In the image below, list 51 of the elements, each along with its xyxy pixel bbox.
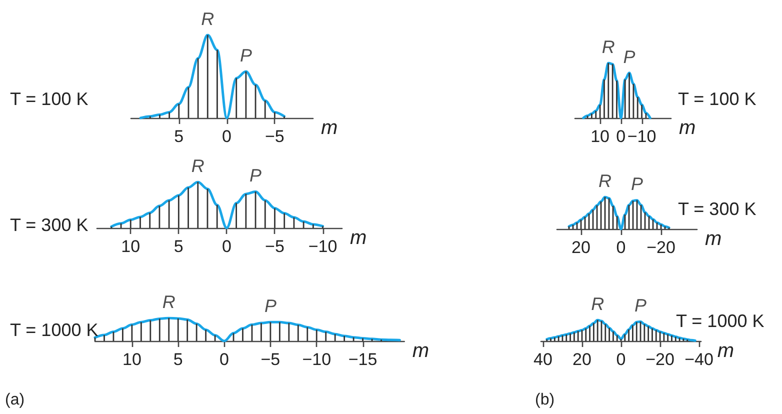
x-tick-label: −10 — [302, 350, 332, 369]
x-axis-title: m — [717, 340, 734, 362]
x-tick-label: −10 — [627, 127, 656, 146]
x-tick-label: 10 — [590, 127, 610, 146]
annotation: P — [264, 296, 276, 316]
annotation: R — [591, 294, 604, 314]
x-tick-label: 0 — [222, 127, 232, 146]
text: T = 300 K — [10, 215, 88, 235]
text: T = 100 K — [678, 89, 756, 109]
x-tick-label: 10 — [122, 350, 142, 369]
x-tick-label: −20 — [646, 350, 674, 369]
x-axis-title: m — [350, 227, 367, 249]
x-tick-label: 20 — [572, 350, 592, 369]
x-tick-label: 40 — [533, 350, 552, 369]
x-tick-label: −20 — [646, 238, 676, 257]
x-tick-label: −5 — [260, 350, 280, 369]
annotation: P — [634, 296, 647, 316]
x-tick-label: −5 — [265, 237, 284, 256]
x-tick-label: 0 — [616, 127, 626, 146]
x-tick-label: −10 — [308, 237, 338, 256]
text: (b) — [535, 392, 555, 408]
text: T = 100 K — [10, 89, 88, 109]
x-axis-title: m — [412, 340, 430, 362]
annotation: P — [240, 46, 252, 66]
x-axis-title: m — [705, 228, 722, 250]
x-axis-title: m — [321, 117, 338, 139]
x-tick-label: −15 — [348, 350, 378, 369]
chart-title: T = 1000 K — [676, 311, 764, 331]
x-tick-label: −40 — [684, 350, 714, 369]
annotation: P — [250, 166, 262, 186]
x-axis-title: m — [679, 117, 696, 139]
text: (a) — [5, 392, 25, 408]
annotation: P — [630, 174, 644, 194]
x-tick-label: 0 — [220, 350, 230, 369]
annotation: R — [191, 156, 204, 176]
annotation: R — [602, 37, 615, 57]
x-tick-label: 10 — [121, 237, 140, 256]
annotation: R — [598, 171, 612, 191]
annotation: R — [162, 292, 176, 312]
x-tick-label: 0 — [616, 350, 626, 369]
chart-title: T = 1000 K — [10, 320, 98, 340]
x-tick-label: 0 — [616, 238, 626, 257]
x-tick-label: 5 — [174, 237, 184, 256]
chart-title: T = 300 K — [678, 199, 756, 219]
annotation: R — [201, 9, 214, 29]
x-tick-label: −5 — [264, 127, 284, 146]
x-tick-label: 5 — [173, 350, 183, 369]
x-tick-label: 5 — [174, 127, 184, 146]
annotation: P — [623, 46, 636, 67]
x-tick-label: 0 — [222, 237, 232, 256]
x-tick-label: 20 — [572, 238, 590, 257]
